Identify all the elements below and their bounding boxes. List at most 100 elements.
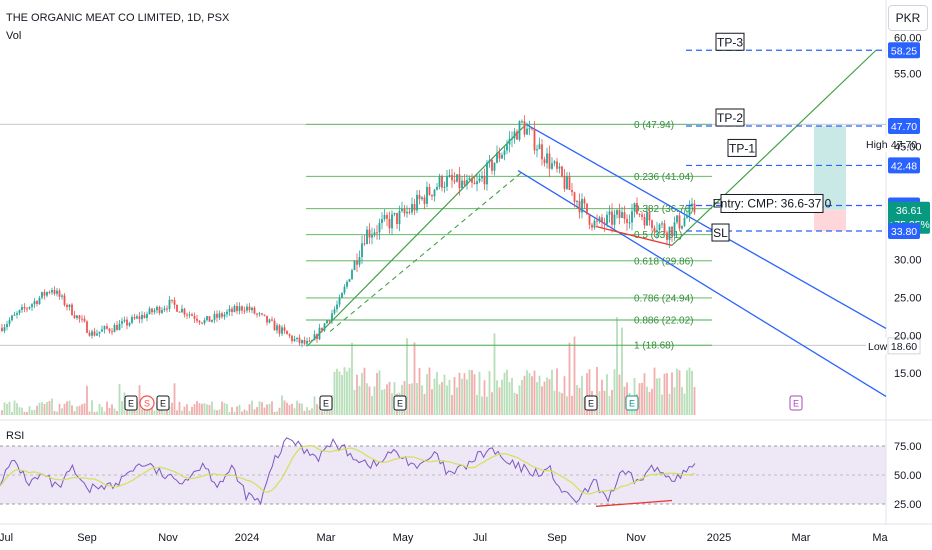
candle-body	[216, 313, 218, 318]
candle-body	[21, 307, 23, 311]
volume-bar	[496, 380, 498, 415]
volume-bar	[441, 382, 443, 415]
candle-body	[413, 204, 416, 211]
candle-body	[323, 323, 326, 331]
candle-body	[88, 332, 91, 336]
event-marker-earnings[interactable]	[319, 395, 333, 411]
candle-body	[453, 180, 456, 182]
volume-bar	[573, 336, 576, 415]
volume-bar	[676, 368, 678, 415]
volume-bar	[421, 385, 423, 415]
candle-body	[151, 308, 153, 313]
candle-body	[511, 138, 513, 140]
candle-body	[656, 230, 658, 232]
entry-note-box	[720, 193, 824, 213]
event-marker-earnings[interactable]	[789, 395, 803, 411]
volume-bar	[448, 379, 451, 415]
fib-level-label: 0.886 (22.02)	[634, 316, 694, 327]
volume-bar	[58, 403, 61, 415]
candle-body	[408, 211, 411, 213]
candle-body	[258, 313, 261, 315]
volume-bar	[483, 380, 486, 415]
candle-body	[633, 203, 636, 212]
price-tick-label: 60.00	[894, 33, 922, 45]
candle-body	[246, 306, 248, 311]
candle-body	[428, 186, 431, 195]
candle-body	[223, 314, 226, 317]
volume-bar	[283, 400, 286, 415]
volume-bar	[623, 386, 626, 415]
candle-body	[673, 222, 676, 236]
event-marker-earnings[interactable]	[584, 395, 598, 411]
candle-body	[388, 218, 391, 229]
volume-bar	[386, 384, 388, 415]
event-marker-earnings[interactable]	[124, 395, 138, 411]
candle-body	[523, 121, 526, 135]
candle-body	[113, 324, 116, 333]
volume-bar	[598, 391, 601, 415]
candle-body	[618, 210, 621, 218]
candle-body	[368, 229, 371, 238]
channel-upper-line	[525, 123, 887, 330]
candle-body	[603, 222, 606, 225]
candle-body	[168, 299, 171, 310]
candle-body	[518, 121, 521, 140]
volume-bar	[551, 369, 553, 415]
low-label: Low	[868, 341, 888, 353]
volume-bar	[321, 411, 323, 415]
volume-bar	[278, 407, 281, 415]
volume-bar	[21, 407, 23, 415]
volume-bar	[53, 411, 56, 415]
volume-bar	[358, 385, 361, 415]
volume-bar	[66, 401, 68, 415]
volume-bar	[108, 407, 111, 415]
currency-button[interactable]: PKR	[888, 5, 928, 31]
volume-bar	[168, 406, 171, 415]
volume-bar	[86, 385, 88, 415]
volume-bar	[426, 374, 428, 415]
candle-body	[266, 315, 268, 323]
volume-bar	[686, 370, 688, 415]
volume-bar	[651, 388, 653, 415]
price-tick-label: 45.00	[894, 141, 922, 153]
volume-bar	[118, 383, 121, 415]
candle-body	[126, 319, 128, 326]
fib-level-label: 1 (18.68)	[634, 341, 674, 352]
volume-bar	[246, 410, 248, 415]
event-marker-label: E	[397, 399, 403, 409]
volume-bar	[61, 408, 63, 415]
price-tick-label: 20.00	[894, 330, 922, 342]
candle-body	[526, 128, 528, 135]
candle-body	[43, 292, 46, 296]
volume-bar	[153, 410, 156, 415]
volume-bar	[256, 407, 258, 415]
volume-bar	[318, 406, 321, 415]
candle-body	[636, 203, 638, 214]
event-marker-earnings[interactable]	[156, 395, 170, 411]
candle-body	[626, 218, 628, 224]
candle-body	[356, 260, 358, 265]
candle-body	[398, 210, 401, 225]
time-tick-label: Mar	[317, 532, 336, 544]
candle-body	[378, 222, 381, 233]
event-marker-label: E	[588, 399, 594, 409]
candle-body	[376, 232, 378, 234]
candle-body	[401, 208, 403, 211]
event-marker-split[interactable]	[139, 395, 155, 411]
candle-body	[363, 243, 366, 245]
event-marker-earnings[interactable]	[393, 395, 407, 411]
candle-body	[178, 311, 181, 313]
candle-body	[183, 308, 186, 315]
candle-body	[198, 320, 201, 323]
volume-bar	[446, 385, 448, 415]
candle-body	[458, 174, 461, 189]
event-marker-earnings[interactable]	[625, 395, 639, 411]
candle-body	[161, 310, 163, 313]
candle-body	[556, 161, 558, 169]
candle-body	[528, 128, 531, 130]
volume-bar	[333, 371, 336, 415]
candle-body	[568, 176, 571, 190]
volume-bar	[663, 373, 666, 415]
low-tag-bg	[866, 337, 888, 354]
candle-body	[651, 220, 653, 228]
